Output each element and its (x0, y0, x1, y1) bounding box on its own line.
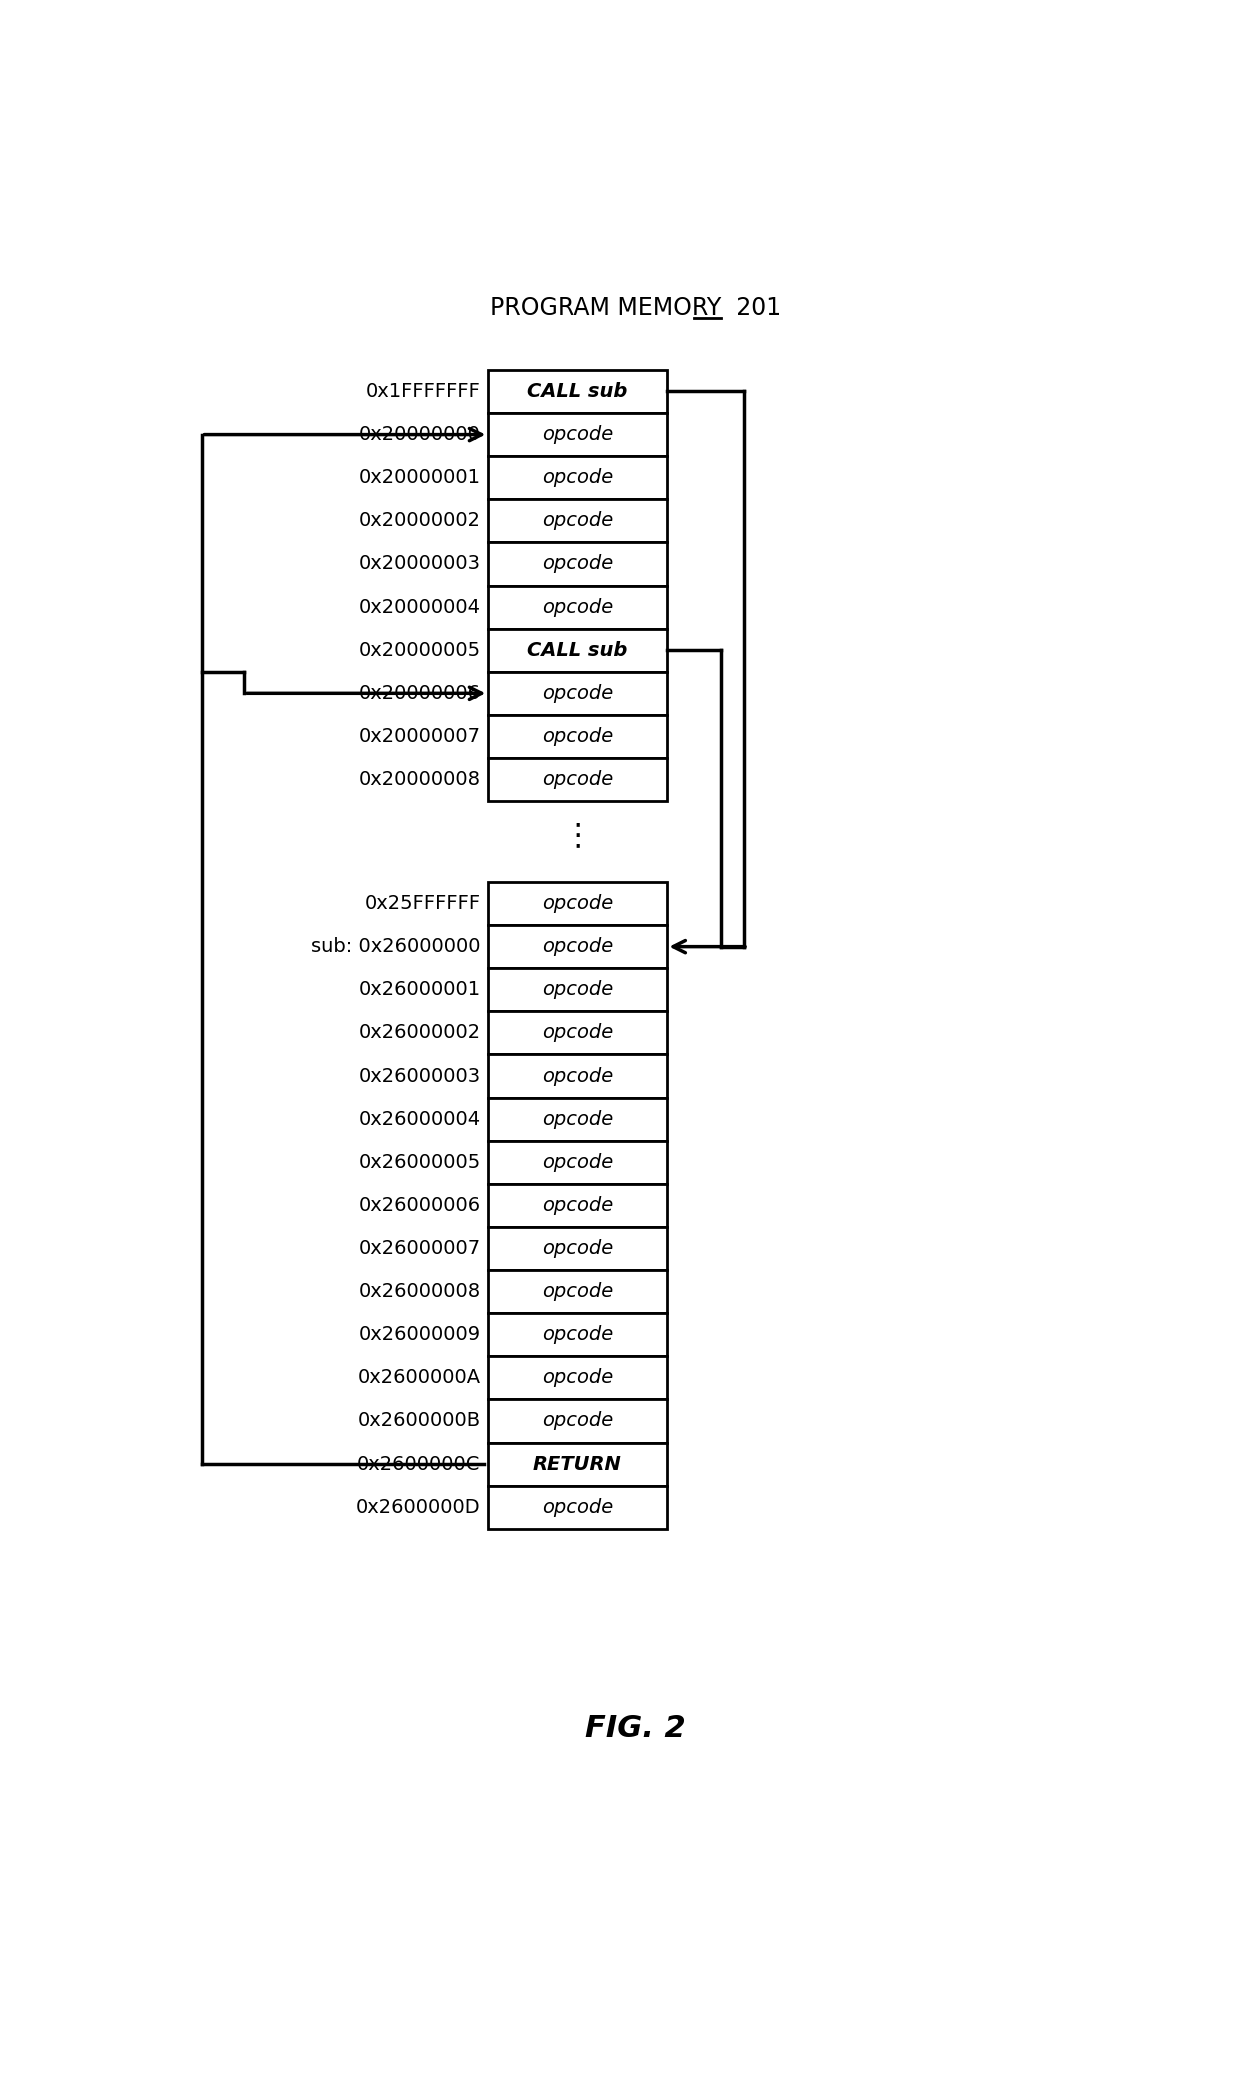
Text: 0x2600000B: 0x2600000B (357, 1411, 481, 1430)
Text: 0x26000007: 0x26000007 (358, 1238, 481, 1257)
Text: opcode: opcode (542, 426, 613, 445)
Text: 0x20000001: 0x20000001 (358, 468, 481, 487)
Bar (489, 543, 667, 585)
Bar (489, 1054, 667, 1098)
Bar (489, 585, 667, 628)
Text: opcode: opcode (542, 1023, 613, 1042)
Text: opcode: opcode (542, 597, 613, 616)
Text: 0x26000003: 0x26000003 (358, 1067, 481, 1086)
Text: opcode: opcode (542, 894, 613, 912)
Bar (489, 714, 667, 758)
Bar (489, 370, 667, 413)
Bar (489, 1098, 667, 1140)
Bar (489, 925, 667, 969)
Bar (489, 1443, 667, 1487)
Text: 0x20000008: 0x20000008 (358, 770, 481, 789)
Text: opcode: opcode (542, 1109, 613, 1130)
Text: CALL sub: CALL sub (527, 641, 627, 660)
Bar (489, 413, 667, 455)
Bar (489, 455, 667, 499)
Text: 0x2600000D: 0x2600000D (356, 1497, 481, 1516)
Text: opcode: opcode (542, 1153, 613, 1171)
Text: opcode: opcode (542, 1497, 613, 1516)
Text: opcode: opcode (542, 1196, 613, 1215)
Text: opcode: opcode (542, 1368, 613, 1386)
Text: opcode: opcode (542, 468, 613, 487)
Bar (489, 1313, 667, 1357)
Text: 0x20000000: 0x20000000 (358, 426, 481, 445)
Text: opcode: opcode (542, 1067, 613, 1086)
Text: opcode: opcode (542, 1238, 613, 1257)
Text: sub: 0x26000000: sub: 0x26000000 (311, 938, 481, 956)
Text: opcode: opcode (542, 555, 613, 574)
Text: 0x26000002: 0x26000002 (358, 1023, 481, 1042)
Bar (489, 672, 667, 714)
Text: PROGRAM MEMORY  201: PROGRAM MEMORY 201 (490, 296, 781, 319)
Text: 0x20000007: 0x20000007 (358, 727, 481, 745)
Text: 0x20000005: 0x20000005 (358, 641, 481, 660)
Bar (489, 881, 667, 925)
Bar (489, 1184, 667, 1228)
Text: 0x20000002: 0x20000002 (358, 512, 481, 530)
Text: 0x20000004: 0x20000004 (358, 597, 481, 616)
Text: FIG. 2: FIG. 2 (585, 1714, 686, 1743)
Bar (489, 499, 667, 543)
Text: 0x1FFFFFFF: 0x1FFFFFFF (366, 382, 481, 401)
Text: opcode: opcode (542, 1326, 613, 1345)
Text: 0x20000003: 0x20000003 (358, 555, 481, 574)
Text: 0x2600000A: 0x2600000A (357, 1368, 481, 1386)
Text: opcode: opcode (542, 979, 613, 1000)
Bar (489, 1399, 667, 1443)
Text: opcode: opcode (542, 938, 613, 956)
Text: opcode: opcode (542, 727, 613, 745)
Text: ⋮: ⋮ (562, 821, 593, 850)
Text: opcode: opcode (542, 683, 613, 704)
Text: opcode: opcode (542, 1411, 613, 1430)
Bar (489, 758, 667, 802)
Text: RETURN: RETURN (533, 1455, 621, 1474)
Text: 0x2600000C: 0x2600000C (357, 1455, 481, 1474)
Bar (489, 1487, 667, 1528)
Bar (489, 1228, 667, 1270)
Bar (489, 1270, 667, 1313)
Bar (489, 969, 667, 1011)
Text: opcode: opcode (542, 770, 613, 789)
Bar (489, 1140, 667, 1184)
Text: CALL sub: CALL sub (527, 382, 627, 401)
Text: 0x26000005: 0x26000005 (358, 1153, 481, 1171)
Text: 0x26000001: 0x26000001 (358, 979, 481, 1000)
Text: 0x26000008: 0x26000008 (358, 1282, 481, 1301)
Bar (489, 1357, 667, 1399)
Bar (489, 1011, 667, 1054)
Text: 0x20000006: 0x20000006 (358, 683, 481, 704)
Text: opcode: opcode (542, 512, 613, 530)
Text: opcode: opcode (542, 1282, 613, 1301)
Bar (489, 628, 667, 672)
Text: 0x26000006: 0x26000006 (358, 1196, 481, 1215)
Text: 0x26000004: 0x26000004 (358, 1109, 481, 1130)
Text: 0x25FFFFFF: 0x25FFFFFF (365, 894, 481, 912)
Text: 0x26000009: 0x26000009 (358, 1326, 481, 1345)
